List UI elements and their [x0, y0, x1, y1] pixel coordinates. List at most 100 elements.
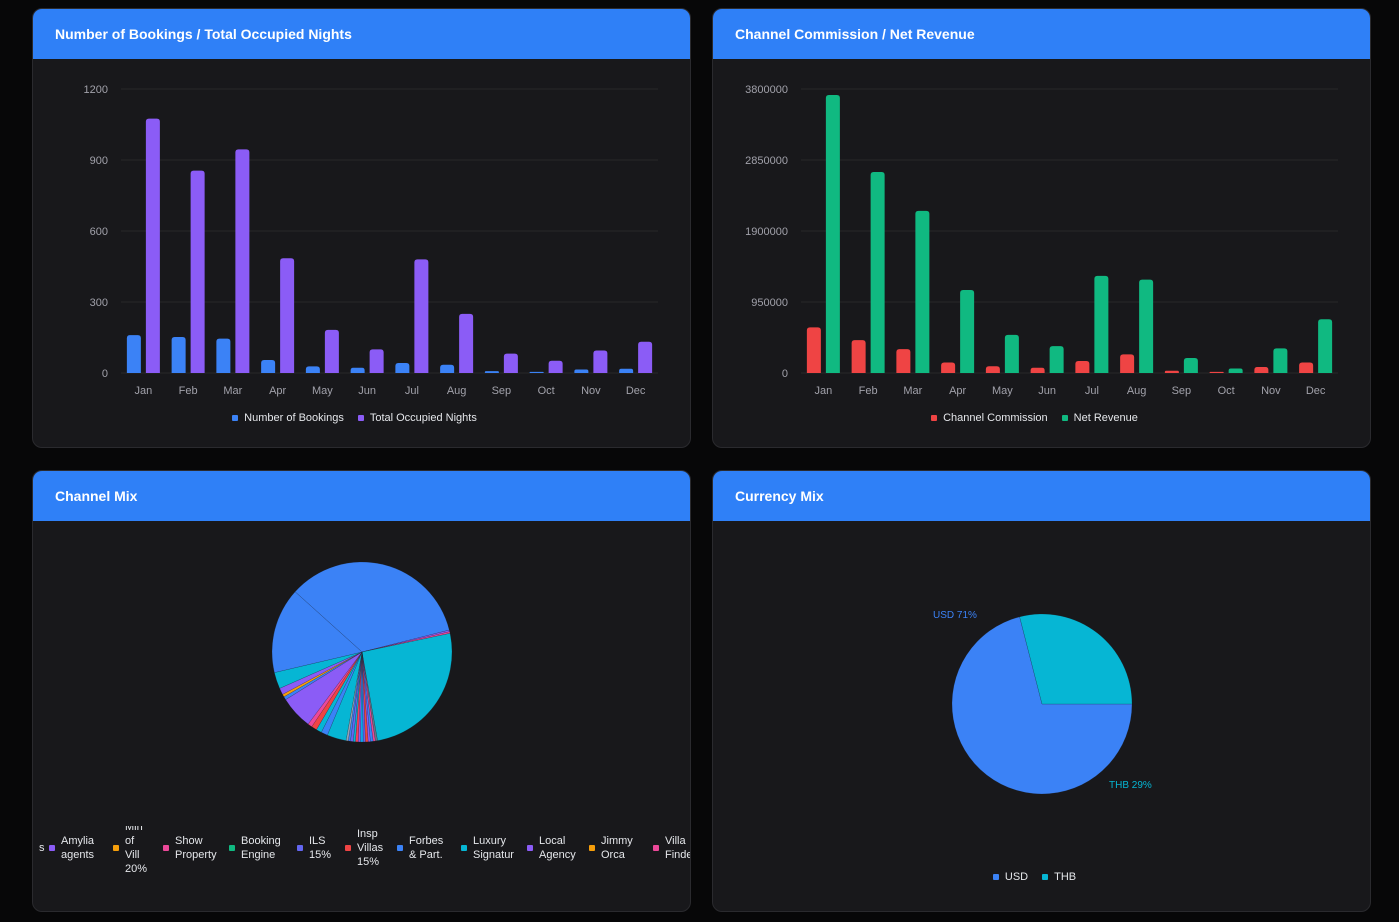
pie-slice-thb[interactable] — [1019, 613, 1133, 705]
bar-total-occupied-nights-nov[interactable] — [593, 350, 608, 373]
bar-total-occupied-nights-oct[interactable] — [548, 360, 563, 373]
bar-net-revenue-sep[interactable] — [1183, 358, 1198, 373]
pie-slice-27[interactable] — [271, 591, 363, 673]
legend-item-jimmy-orca[interactable]: Jimmy Orca — [589, 834, 633, 862]
bar-number-of-bookings-may[interactable] — [305, 366, 320, 373]
bar-channel-commission-feb[interactable] — [851, 340, 866, 373]
pie-slice-0[interactable] — [294, 561, 450, 653]
pie-slice-25[interactable] — [279, 651, 363, 695]
bar-number-of-bookings-jun[interactable] — [350, 367, 365, 373]
pie-slice-4[interactable] — [361, 651, 378, 742]
bar-total-occupied-nights-jun[interactable] — [369, 349, 384, 373]
bar-number-of-bookings-nov[interactable] — [574, 369, 589, 373]
legend-item-insp-villas-15[interactable]: Insp Villas 15% — [345, 827, 383, 869]
bar-channel-commission-apr[interactable] — [941, 362, 956, 373]
bar-net-revenue-aug[interactable] — [1139, 279, 1154, 373]
bar-total-occupied-nights-jul[interactable] — [414, 259, 429, 373]
legend-item-villa-finde[interactable]: Villa Finde — [653, 834, 690, 862]
pie-slice-19[interactable] — [316, 651, 363, 733]
bar-channel-commission-sep[interactable] — [1164, 370, 1179, 373]
bar-net-revenue-nov[interactable] — [1273, 348, 1288, 373]
bar-number-of-bookings-dec[interactable] — [619, 368, 634, 373]
pie-slice-15[interactable] — [347, 651, 363, 742]
pie-slice-21[interactable] — [307, 651, 363, 728]
bar-channel-commission-aug[interactable] — [1120, 354, 1135, 373]
x-tick-label: Jun — [358, 385, 376, 397]
pie-slice-22[interactable] — [285, 651, 363, 725]
bar-number-of-bookings-mar[interactable] — [216, 338, 231, 373]
pie-slice-9[interactable] — [361, 651, 366, 743]
bar-number-of-bookings-apr[interactable] — [261, 359, 276, 373]
bar-number-of-bookings-jul[interactable] — [395, 363, 410, 373]
bar-net-revenue-apr[interactable] — [960, 290, 975, 373]
bar-total-occupied-nights-may[interactable] — [324, 329, 339, 373]
pie-slice-usd[interactable] — [951, 616, 1133, 795]
bar-number-of-bookings-feb[interactable] — [171, 337, 186, 373]
bar-total-occupied-nights-dec[interactable] — [638, 341, 653, 373]
bar-net-revenue-oct[interactable] — [1228, 368, 1243, 373]
legend-item-show-property[interactable]: Show Property — [163, 834, 217, 862]
bar-net-revenue-mar[interactable] — [915, 210, 930, 373]
legend-item-amylia-agents[interactable]: Amylia agents — [49, 834, 94, 862]
bar-channel-commission-dec[interactable] — [1299, 362, 1314, 373]
legend-item-ils-15[interactable]: ILS 15% — [297, 834, 331, 862]
bar-net-revenue-may[interactable] — [1004, 334, 1019, 373]
pie-slice-8[interactable] — [361, 651, 369, 743]
pie-slice-10[interactable] — [360, 651, 364, 743]
pie-slice-14[interactable] — [350, 651, 363, 742]
pie-slice-16[interactable] — [345, 651, 363, 742]
pie-slice-17[interactable] — [327, 651, 363, 741]
pie-slice-18[interactable] — [320, 651, 363, 736]
legend-item-s[interactable]: s — [33, 841, 45, 855]
bar-channel-commission-jul[interactable] — [1075, 361, 1090, 373]
bar-total-occupied-nights-feb[interactable] — [190, 170, 205, 373]
legend-item-min-of-vill-20[interactable]: Min of Vill 20% — [113, 826, 147, 876]
bar-total-occupied-nights-jan[interactable] — [145, 118, 160, 373]
pie-slice-5[interactable] — [361, 651, 376, 742]
bar-total-occupied-nights-aug[interactable] — [459, 313, 474, 373]
pie-slice-13[interactable] — [352, 651, 363, 743]
bar-channel-commission-mar[interactable] — [896, 349, 911, 373]
pie-slice-1[interactable] — [361, 629, 450, 653]
legend-item-total-occupied-nights[interactable]: Total Occupied Nights — [357, 412, 477, 424]
bar-number-of-bookings-oct[interactable] — [529, 371, 544, 373]
pie-slice-11[interactable] — [357, 651, 363, 743]
pie-slice-6[interactable] — [361, 651, 374, 742]
legend-item-forbes-part[interactable]: Forbes & Part. — [397, 834, 443, 862]
bar-number-of-bookings-sep[interactable] — [484, 371, 499, 373]
bar-net-revenue-dec[interactable] — [1318, 319, 1333, 373]
bar-number-of-bookings-jan[interactable] — [126, 335, 141, 373]
pie-slice-26[interactable] — [274, 651, 363, 689]
bar-channel-commission-jan[interactable] — [806, 327, 821, 373]
pie-slice-20[interactable] — [311, 651, 363, 730]
bar-net-revenue-jun[interactable] — [1049, 346, 1064, 373]
legend-item-luxury-signatur[interactable]: Luxury Signatur — [461, 834, 514, 862]
bar-number-of-bookings-aug[interactable] — [440, 364, 455, 373]
legend-item-booking-engine[interactable]: Booking Engine — [229, 834, 281, 862]
bar-total-occupied-nights-mar[interactable] — [235, 149, 250, 373]
bar-net-revenue-jan[interactable] — [825, 94, 840, 373]
legend-item-thb[interactable]: THB — [1042, 871, 1076, 883]
pie-slice-24[interactable] — [282, 651, 363, 698]
legend-item-local-agency[interactable]: Local Agency — [527, 834, 576, 862]
pie-slice-12[interactable] — [355, 651, 363, 743]
pie-slice-7[interactable] — [361, 651, 371, 743]
legend-item-net-revenue[interactable]: Net Revenue — [1061, 412, 1138, 424]
bar-channel-commission-jun[interactable] — [1030, 367, 1045, 373]
legend-item-number-of-bookings[interactable]: Number of Bookings — [232, 412, 344, 424]
bar-total-occupied-nights-apr[interactable] — [280, 258, 295, 373]
bar-total-occupied-nights-sep[interactable] — [503, 353, 518, 373]
x-tick-label: Oct — [538, 385, 555, 397]
bar-channel-commission-nov[interactable] — [1254, 367, 1269, 373]
pie-slice-23[interactable] — [283, 651, 363, 701]
channel-mix-legend: s Amylia agents Min of Vill 20% Show Proper… — [33, 826, 690, 886]
pie-label-thb: THB 29% — [1109, 780, 1152, 791]
legend-item-channel-commission[interactable]: Channel Commission — [931, 412, 1048, 424]
bar-net-revenue-feb[interactable] — [870, 171, 885, 373]
pie-slice-3[interactable] — [361, 633, 453, 741]
legend-item-usd[interactable]: USD — [992, 871, 1028, 883]
bar-channel-commission-oct[interactable] — [1209, 371, 1224, 373]
bar-net-revenue-jul[interactable] — [1094, 275, 1109, 373]
bar-channel-commission-may[interactable] — [985, 366, 1000, 373]
pie-slice-2[interactable] — [361, 631, 451, 653]
